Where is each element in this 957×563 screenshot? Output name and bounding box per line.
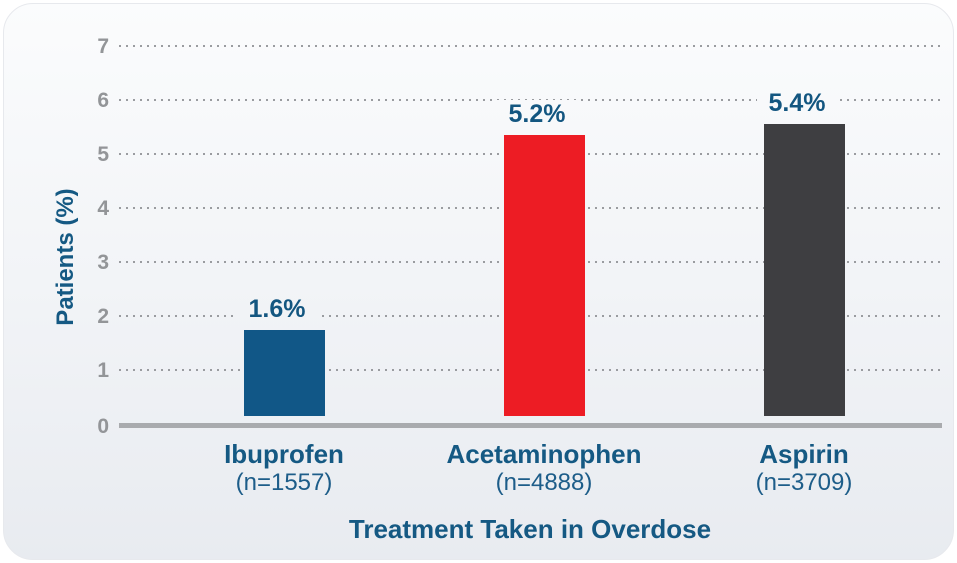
x-label-aspirin: Aspirin (n=3709) bbox=[684, 440, 924, 498]
y-axis-title: Patients (%) bbox=[52, 188, 79, 326]
y-tick-label: 6 bbox=[97, 89, 109, 112]
y-tick-label: 1 bbox=[97, 359, 109, 382]
y-tick-label: 2 bbox=[97, 305, 109, 328]
x-category-label: Aspirin bbox=[759, 439, 849, 469]
x-label-acetaminophen: Acetaminophen (n=4888) bbox=[424, 440, 664, 498]
x-category-label: Acetaminophen bbox=[446, 439, 642, 469]
x-category-label: Ibuprofen bbox=[224, 439, 344, 469]
bar-value-label: 5.4% bbox=[757, 89, 837, 117]
x-sample-size-label: (n=3709) bbox=[755, 469, 853, 496]
y-tick-label: 3 bbox=[97, 251, 109, 274]
bar-ibuprofen bbox=[243, 330, 325, 416]
y-tick-label: 4 bbox=[97, 197, 109, 220]
y-tick-label: 0 bbox=[97, 415, 109, 438]
x-sample-size-label: (n=1557) bbox=[235, 469, 333, 496]
x-sample-size-label: (n=4888) bbox=[495, 469, 593, 496]
chart-card: 0 1 2 3 4 5 6 7 Patients (%) 1.6% 5.2% 5.4% Ibupr… bbox=[3, 3, 954, 560]
x-axis-title: Treatment Taken in Overdose bbox=[348, 514, 712, 544]
y-tick-label: 5 bbox=[97, 143, 109, 166]
x-axis-line bbox=[119, 423, 942, 428]
x-label-ibuprofen: Ibuprofen (n=1557) bbox=[164, 440, 404, 498]
gridline bbox=[119, 45, 942, 47]
bar-acetaminophen bbox=[503, 135, 585, 416]
bar-aspirin bbox=[763, 124, 845, 416]
y-tick-label: 7 bbox=[97, 35, 109, 58]
bar-value-label: 5.2% bbox=[497, 100, 577, 128]
bar-value-label: 1.6% bbox=[237, 295, 317, 323]
